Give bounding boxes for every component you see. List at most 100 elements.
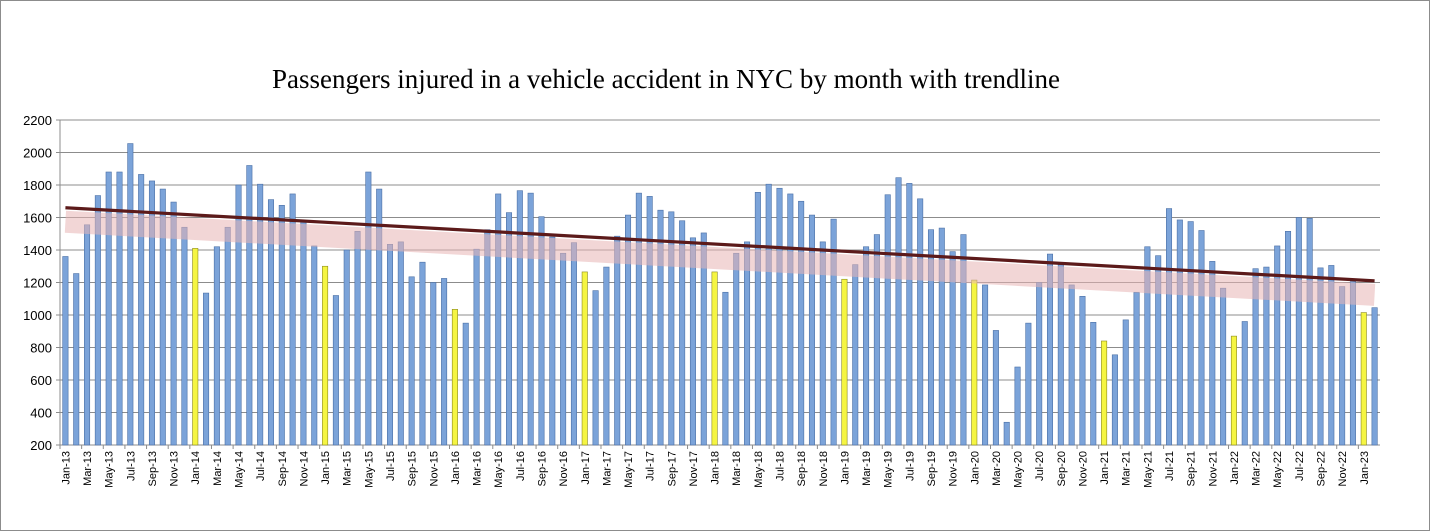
- x-tick-label: Mar-22: [1251, 451, 1263, 486]
- x-tick-label: Sep-16: [536, 451, 548, 486]
- y-tick-label: 400: [30, 406, 52, 421]
- x-tick-label: Sep-17: [666, 451, 678, 486]
- x-axis-ticks: Jan-13 Mar-13 May-13 Jul-13 Sep-13 Nov-13 Jan-…: [59, 445, 1371, 488]
- x-tick-label: Mar-18: [731, 451, 743, 486]
- x-tick-label: Nov-19: [948, 451, 960, 486]
- bar: [1079, 296, 1086, 446]
- bar: [570, 242, 577, 446]
- y-tick-label: 200: [30, 438, 52, 453]
- trendline-shadow: [64, 210, 1376, 306]
- bar: [1057, 264, 1064, 446]
- x-tick-label: Nov-16: [558, 451, 570, 486]
- bar: [819, 241, 826, 446]
- y-tick-label: 1400: [23, 243, 52, 258]
- x-tick-label: Jul-21: [1164, 451, 1176, 481]
- y-tick-label: 2000: [23, 146, 52, 161]
- x-tick-label: Jan-13: [60, 451, 72, 485]
- bar: [754, 192, 761, 446]
- bar: [689, 237, 696, 446]
- bar: [73, 273, 80, 446]
- x-tick-label: Jan-20: [969, 451, 981, 485]
- x-tick-label: May-21: [1142, 451, 1154, 488]
- bar: [538, 216, 545, 446]
- bar: [1317, 267, 1324, 446]
- trendline-group: [64, 206, 1376, 306]
- bar: [722, 291, 729, 446]
- x-tick-label: Sep-18: [796, 451, 808, 486]
- x-tick-label: Nov-18: [818, 451, 830, 486]
- bar: [311, 245, 318, 446]
- x-tick-label: Jan-18: [710, 451, 722, 485]
- bar: [625, 214, 632, 446]
- x-tick-label: Jul-17: [645, 451, 657, 481]
- x-tick-label: May-22: [1272, 451, 1284, 488]
- bar: [1068, 284, 1075, 446]
- trendline: [65, 206, 1375, 283]
- bar: [1349, 281, 1356, 446]
- x-tick-label: Nov-14: [298, 451, 310, 486]
- bar: [938, 227, 945, 446]
- bar: [181, 226, 188, 446]
- x-tick-label: May-14: [234, 451, 246, 488]
- x-tick-label: Nov-21: [1207, 451, 1219, 486]
- bar: [1090, 322, 1097, 446]
- bar: [1101, 340, 1108, 446]
- x-tick-label: Nov-20: [1077, 451, 1089, 486]
- bar: [1003, 421, 1010, 446]
- x-tick-label: Mar-16: [472, 451, 484, 486]
- bar: [289, 193, 296, 446]
- x-tick-label: Jul-15: [385, 451, 397, 481]
- x-tick-label: Jul-20: [1034, 451, 1046, 481]
- bar: [982, 284, 989, 446]
- bar: [1306, 218, 1313, 446]
- bar: [852, 264, 859, 446]
- bar: [927, 229, 934, 446]
- bar: [884, 194, 891, 446]
- x-tick-label: Nov-22: [1337, 451, 1349, 486]
- bar: [116, 171, 123, 446]
- x-tick-label: Jan-16: [450, 451, 462, 485]
- bar: [419, 261, 426, 446]
- bar: [213, 246, 220, 446]
- x-tick-label: Sep-14: [277, 451, 289, 486]
- bar: [1025, 322, 1032, 446]
- bar: [808, 214, 815, 446]
- x-tick-label: Sep-22: [1315, 451, 1327, 486]
- bar: [646, 196, 653, 446]
- bar: [1014, 366, 1021, 446]
- bar: [430, 282, 437, 446]
- bar: [397, 241, 404, 446]
- bar: [700, 232, 707, 446]
- bar: [224, 226, 231, 446]
- x-tick-label: Jul-16: [515, 451, 527, 481]
- bar: [949, 251, 956, 446]
- bar: [1046, 253, 1054, 446]
- bar: [1036, 282, 1043, 446]
- bar: [473, 248, 480, 446]
- bar: [1230, 335, 1237, 446]
- x-tick-label: Sep-13: [147, 451, 159, 486]
- bar: [971, 279, 978, 446]
- x-tick-label: Sep-21: [1186, 451, 1198, 486]
- bar: [787, 193, 794, 446]
- bar: [917, 198, 924, 446]
- bar: [1252, 268, 1259, 446]
- x-tick-label: May-18: [753, 451, 765, 488]
- bar: [376, 188, 383, 446]
- bar: [246, 165, 253, 446]
- bar: [1263, 266, 1270, 446]
- x-tick-label: Mar-14: [212, 451, 224, 486]
- x-tick-label: Sep-19: [926, 451, 938, 486]
- x-tick-label: Mar-13: [82, 451, 94, 486]
- x-tick-label: Jan-15: [320, 451, 332, 485]
- bar: [549, 236, 556, 446]
- bar: [332, 295, 339, 446]
- x-tick-label: Sep-15: [407, 451, 419, 486]
- x-tick-label: Jul-13: [125, 451, 137, 481]
- x-tick-label: Jul-19: [904, 451, 916, 481]
- x-tick-label: May-17: [623, 451, 635, 488]
- bar: [441, 278, 448, 446]
- x-tick-label: May-15: [363, 451, 375, 488]
